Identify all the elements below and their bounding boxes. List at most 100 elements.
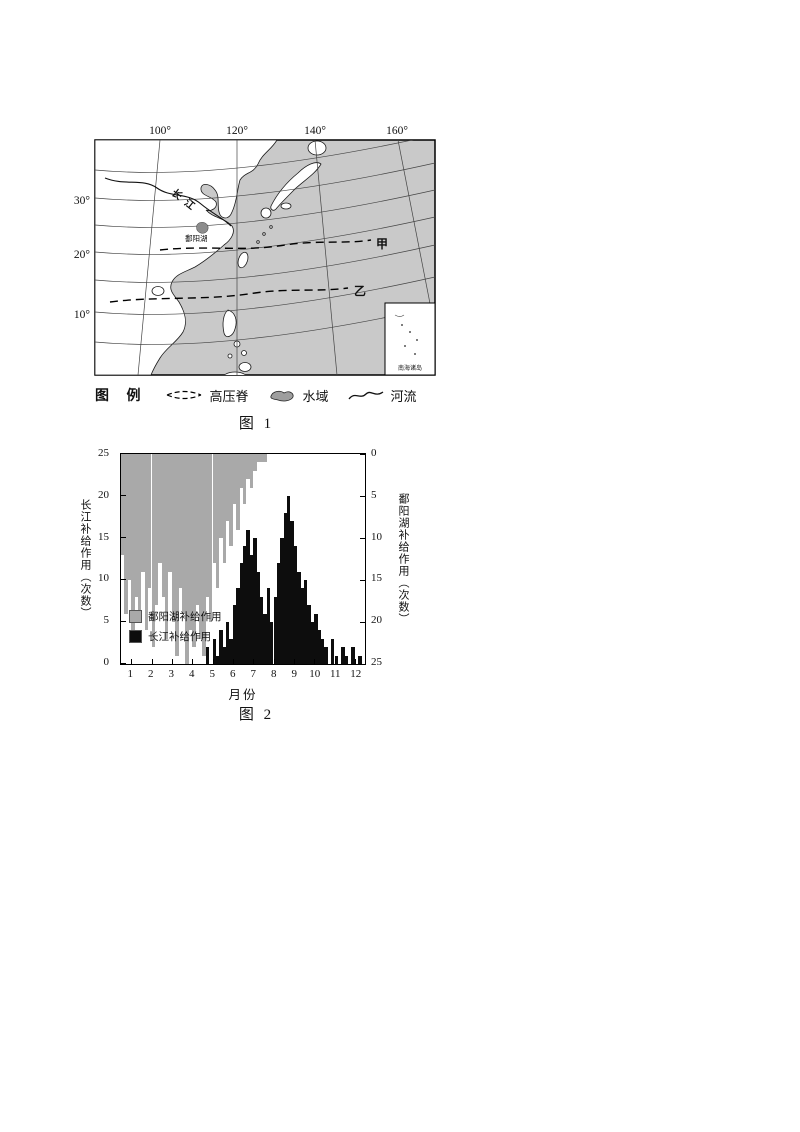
x-axis-tick-label: 6 (230, 668, 236, 680)
poyang-bar (192, 454, 196, 648)
poyang-bar (154, 454, 159, 606)
lat-label-10: 10° (74, 309, 91, 321)
x-axis-tickmark (151, 659, 153, 664)
changjiang-bar (246, 529, 250, 664)
poyang-bar (209, 454, 213, 622)
poyang-bar (182, 454, 186, 614)
x-axis-tickmark (192, 659, 194, 664)
water-area-icon (269, 390, 294, 402)
lon-label-140: 140° (304, 125, 326, 137)
changjiang-bar (344, 655, 349, 664)
poyang-label: 鄱阳湖 (185, 234, 208, 243)
changjiang-bar (226, 622, 230, 664)
changjiang-bar (249, 554, 254, 664)
x-axis-tickmark (293, 659, 295, 664)
right-axis-tick-label: 25 (371, 656, 382, 668)
poyang-bar (219, 454, 223, 538)
river-icon (348, 391, 383, 400)
ridge-jia-line (159, 239, 372, 251)
left-axis-title: 长江补给作用（次数） (79, 499, 91, 619)
right-axis-tickmark (360, 538, 365, 539)
poyang-bar (141, 454, 145, 572)
changjiang-bar (236, 588, 240, 664)
chart-plot-area (120, 453, 366, 665)
poyang-bar (226, 454, 230, 522)
poyang-bar (243, 454, 247, 505)
x-axis-tick-label: 11 (329, 668, 341, 680)
x-axis-tick-label: 9 (291, 668, 298, 680)
changjiang-bar (283, 512, 288, 664)
poyang-bar (161, 454, 166, 597)
changjiang-bar (205, 647, 210, 664)
parallel-line (95, 244, 435, 283)
changjiang-bar (239, 563, 243, 664)
changjiang-bar (358, 655, 362, 664)
poyang-bar (185, 454, 189, 664)
poyang-bar (158, 454, 162, 564)
poyang-bar (168, 454, 172, 572)
legend-label-river: 河流 (390, 388, 417, 404)
changjiang-bar (341, 647, 345, 664)
left-axis-tick-label: 10 (98, 572, 109, 585)
right-axis-tick-label: 5 (371, 488, 377, 501)
changjiang-bar (331, 638, 335, 664)
changjiang-bar (266, 588, 271, 664)
chart-legend: 鄱阳湖补给作用 长江补给作用 (129, 609, 222, 649)
x-axis-tick-label: 5 (209, 668, 216, 680)
changjiang-bar (351, 647, 355, 664)
right-axis-tick-labels: 0 5 10 15 20 25 (369, 447, 399, 668)
japan-honshu-island (270, 162, 322, 211)
right-axis-tickmark (360, 580, 365, 581)
poyang-bar (253, 454, 257, 471)
east-asia-map: 100° 120° 140° 160° 30° 20° 10° (74, 125, 436, 376)
luzon-island (222, 309, 237, 338)
x-axis-tickmark (354, 659, 356, 664)
left-axis-tickmark (121, 663, 126, 664)
map-legend-title: 图 例 (95, 389, 148, 404)
ridge-jia-label: 甲 (376, 237, 388, 251)
changjiang-bar (219, 630, 223, 664)
changjiang-bar (256, 571, 260, 664)
lon-label-160: 160° (386, 125, 408, 137)
changjiang-bar (287, 496, 291, 664)
poyang-bar (131, 454, 135, 639)
legend-label-ridge: 高压脊 (209, 388, 249, 404)
legend-item-river: 河流 (347, 386, 417, 405)
changjiang-bar (324, 647, 328, 664)
x-axis-tick-labels: 1 2 3 4 5 6 7 8 9 10 11 12 (120, 668, 366, 682)
poyang-bar (256, 454, 260, 463)
changjiang-bar (320, 638, 325, 664)
philippine-islet (227, 353, 233, 359)
legend-item-ridge: 高压脊 (164, 386, 249, 405)
hainan-island (151, 286, 165, 296)
changjiang-bar (276, 563, 281, 664)
legend-item-water: 水域 (267, 386, 329, 405)
left-axis-tickmark (121, 579, 126, 580)
parallel-line (95, 162, 435, 201)
meridian-line (314, 140, 338, 375)
lat-label-20: 20° (74, 249, 91, 261)
inset-islet (409, 331, 411, 333)
poyang-bar (229, 454, 233, 547)
poyang-bar (202, 454, 206, 656)
right-axis-tick-label: 15 (371, 572, 382, 585)
x-axis-tick-label: 1 (127, 668, 134, 680)
left-axis-tick-label: 15 (98, 530, 109, 543)
x-axis-tick-label: 3 (168, 668, 175, 680)
inset-label: 南海诸岛 (398, 364, 422, 372)
yangtze-river-line (104, 177, 232, 227)
high-pressure-ridge-icon (166, 390, 201, 400)
left-axis-tickmark (121, 495, 126, 496)
inset-islet (414, 353, 416, 355)
poyang-bar (134, 454, 138, 597)
changjiang-bar (229, 638, 233, 664)
changjiang-bar (300, 588, 304, 664)
x-axis-tick-label: 10 (309, 668, 321, 680)
figure-2-caption: 图 2 (238, 707, 275, 723)
x-axis-tickmark (171, 659, 173, 664)
x-axis-tickmark (253, 659, 255, 664)
poyang-bar (144, 454, 149, 631)
map-legend: 图 例 高压脊 水域 河流 (95, 382, 440, 408)
changjiang-bar (270, 622, 274, 664)
changjiang-bar (243, 546, 247, 664)
